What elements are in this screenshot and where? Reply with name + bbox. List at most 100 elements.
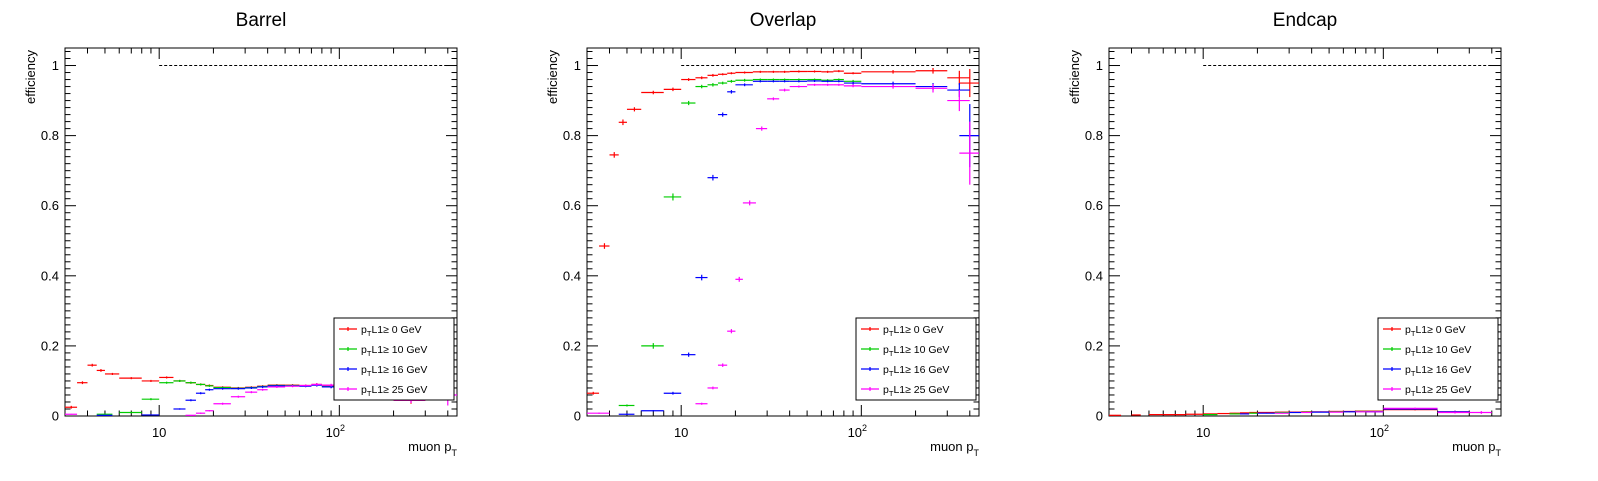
- legend-label: pTL1≥ 16 GeV: [1405, 364, 1471, 378]
- data-point: [807, 70, 822, 73]
- data-point: [87, 363, 97, 367]
- legend-label-pre: p: [361, 384, 367, 396]
- data-point: [947, 83, 970, 98]
- legend-entry: pTL1≥ 10 GeV: [1383, 344, 1471, 358]
- x-tick-label: 10: [1196, 425, 1210, 440]
- data-point: [159, 381, 174, 384]
- legend-label: pTL1≥ 10 GeV: [1405, 344, 1471, 358]
- data-point: [1109, 414, 1122, 416]
- legend-label-sub: T: [367, 329, 372, 338]
- data-point: [1203, 413, 1218, 416]
- data-point: [833, 78, 844, 81]
- legend-entry: pTL1≥ 25 GeV: [861, 384, 949, 398]
- data-point: [663, 193, 682, 201]
- data-point: [119, 377, 142, 380]
- legend-label-pre: p: [883, 324, 889, 336]
- data-point: [843, 81, 862, 85]
- legend-label: pTL1≥ 16 GeV: [883, 364, 949, 378]
- x-axis-label-sub: T: [974, 448, 980, 458]
- legend-label: pTL1≥ 16 GeV: [361, 364, 427, 378]
- data-point: [626, 107, 642, 112]
- data-point: [1329, 411, 1344, 413]
- data-point: [742, 200, 756, 206]
- legend-label: pTL1≥ 0 GeV: [361, 324, 422, 338]
- data-point: [257, 385, 268, 388]
- data-point: [159, 376, 174, 379]
- data-point: [1229, 413, 1240, 415]
- data-point: [1437, 411, 1470, 414]
- legend-label-sub: T: [367, 349, 372, 358]
- x-tick-label: 102: [1370, 423, 1389, 440]
- x-tick-label-base: 10: [848, 425, 862, 440]
- data-point: [1355, 411, 1366, 413]
- data-point: [821, 70, 834, 73]
- data-point: [735, 78, 753, 82]
- data-point: [695, 402, 708, 405]
- data-point: [1289, 411, 1302, 414]
- data-point: [1383, 407, 1438, 409]
- legend-label-pre: p: [1405, 364, 1411, 376]
- y-tick-label: 0.6: [563, 198, 581, 213]
- y-tick-label: 1: [1096, 58, 1103, 73]
- data-point: [717, 363, 728, 367]
- data-point: [727, 90, 736, 94]
- data-point: [707, 73, 718, 77]
- x-tick-label: 10: [152, 425, 166, 440]
- legend-label-pre: p: [1405, 384, 1411, 396]
- x-tick-label: 10: [674, 425, 688, 440]
- data-point: [695, 274, 708, 281]
- y-tick-label: 0: [52, 409, 59, 424]
- data-point: [695, 76, 708, 80]
- y-tick-label: 0.8: [41, 128, 59, 143]
- series-2: [96, 383, 340, 416]
- data-point: [663, 87, 682, 92]
- legend-label-pre: p: [1405, 324, 1411, 336]
- data-point: [821, 83, 834, 86]
- data-point: [779, 78, 790, 81]
- legend-entry: pTL1≥ 0 GeV: [1383, 324, 1466, 338]
- data-point: [861, 81, 916, 86]
- legend-label: pTL1≥ 10 GeV: [883, 344, 949, 358]
- x-tick-label-base: 10: [152, 425, 166, 440]
- y-tick-label: 0: [574, 409, 581, 424]
- legend-label-pre: p: [361, 364, 367, 376]
- x-tick-label: 102: [848, 423, 867, 440]
- legend-label-post: L1≥ 25 GeV: [371, 384, 427, 396]
- data-point: [609, 152, 619, 158]
- data-point: [707, 83, 718, 87]
- data-point: [1148, 413, 1164, 416]
- x-axis-label: muon pT: [1452, 439, 1501, 458]
- data-point: [663, 391, 682, 395]
- data-point: [587, 391, 600, 395]
- x-axis-label-main: muon p: [1452, 439, 1495, 454]
- legend-label-post: L1≥ 25 GeV: [1415, 384, 1471, 396]
- x-axis-label-sub: T: [452, 448, 458, 458]
- data-point: [959, 104, 979, 168]
- data-point: [245, 391, 258, 394]
- legend-label-sub: T: [889, 389, 894, 398]
- data-point: [959, 69, 979, 98]
- legend-label-post: L1≥ 16 GeV: [893, 364, 949, 376]
- data-point: [195, 392, 206, 395]
- data-point: [205, 384, 214, 387]
- plot-frame: [1108, 47, 1502, 417]
- data-point: [1343, 411, 1356, 413]
- data-point: [267, 385, 286, 388]
- data-point: [755, 126, 768, 131]
- data-point: [735, 276, 743, 282]
- data-point: [707, 386, 718, 390]
- data-point: [587, 412, 610, 414]
- data-point: [717, 112, 728, 117]
- data-point: [641, 410, 664, 412]
- data-point: [1239, 413, 1250, 415]
- data-point: [789, 80, 808, 83]
- data-point: [861, 70, 916, 74]
- data-point: [1185, 413, 1204, 415]
- legend-label-post: L1≥ 25 GeV: [893, 384, 949, 396]
- x-tick-label-base: 10: [326, 425, 340, 440]
- data-point: [1311, 411, 1330, 413]
- legend-entry: pTL1≥ 16 GeV: [1383, 364, 1471, 378]
